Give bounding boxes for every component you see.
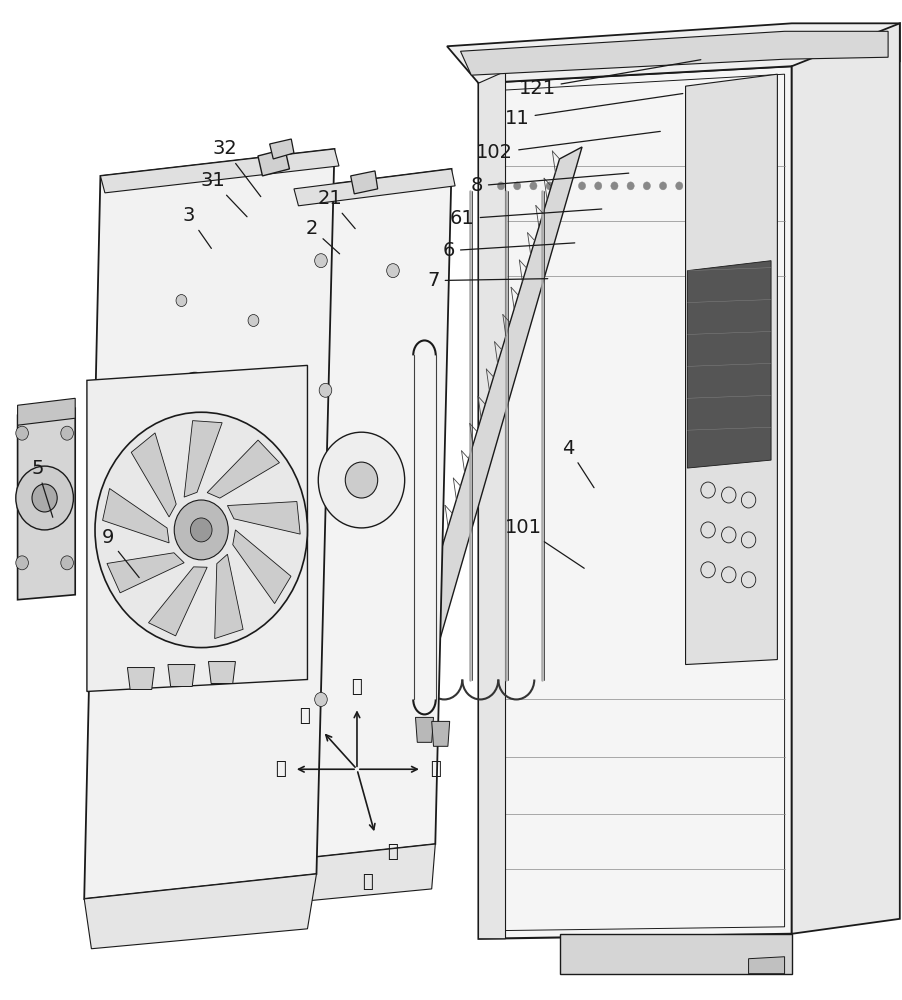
Circle shape	[658, 182, 666, 190]
Text: 左: 左	[275, 760, 286, 778]
Text: 下: 下	[362, 873, 373, 891]
Polygon shape	[748, 957, 784, 974]
Circle shape	[314, 254, 327, 268]
Circle shape	[723, 182, 731, 190]
Text: 21: 21	[318, 189, 354, 229]
Polygon shape	[131, 433, 176, 517]
Polygon shape	[127, 668, 154, 689]
Circle shape	[318, 432, 404, 528]
Polygon shape	[87, 365, 307, 691]
Polygon shape	[184, 421, 222, 497]
Circle shape	[386, 264, 399, 278]
Polygon shape	[350, 171, 377, 194]
Circle shape	[95, 412, 307, 648]
Circle shape	[314, 692, 327, 706]
Circle shape	[497, 182, 504, 190]
Circle shape	[594, 182, 601, 190]
Text: 上: 上	[351, 678, 362, 696]
Circle shape	[675, 182, 682, 190]
Polygon shape	[17, 408, 75, 600]
Polygon shape	[279, 169, 451, 861]
Circle shape	[32, 484, 57, 512]
Circle shape	[190, 518, 212, 542]
Polygon shape	[227, 502, 299, 534]
Polygon shape	[106, 553, 184, 593]
Text: 101: 101	[504, 518, 584, 568]
Polygon shape	[233, 530, 290, 604]
Polygon shape	[791, 23, 898, 934]
Polygon shape	[103, 488, 169, 543]
Text: 8: 8	[470, 173, 628, 195]
Circle shape	[174, 500, 228, 560]
Circle shape	[562, 182, 569, 190]
Circle shape	[176, 295, 187, 307]
Text: 右: 右	[429, 760, 440, 778]
Circle shape	[610, 182, 617, 190]
Polygon shape	[415, 717, 433, 742]
Polygon shape	[685, 74, 777, 665]
Circle shape	[248, 315, 259, 326]
Polygon shape	[207, 440, 279, 498]
Polygon shape	[148, 567, 207, 636]
Text: 3: 3	[182, 206, 211, 248]
Circle shape	[642, 182, 649, 190]
Polygon shape	[84, 874, 316, 949]
Polygon shape	[17, 398, 75, 425]
Text: 32: 32	[212, 139, 261, 197]
Text: 4: 4	[562, 439, 594, 488]
Polygon shape	[168, 665, 195, 686]
Polygon shape	[276, 844, 435, 904]
Polygon shape	[431, 721, 449, 746]
Circle shape	[179, 372, 211, 408]
Circle shape	[345, 462, 377, 498]
Text: 后: 后	[299, 707, 309, 725]
Text: 31: 31	[200, 171, 247, 217]
Polygon shape	[686, 261, 770, 468]
Circle shape	[546, 182, 553, 190]
Text: 9: 9	[101, 528, 139, 578]
Text: 11: 11	[504, 94, 682, 128]
Text: 121: 121	[518, 60, 700, 98]
Text: 2: 2	[306, 219, 339, 254]
Polygon shape	[559, 934, 791, 974]
Polygon shape	[258, 149, 290, 176]
Polygon shape	[294, 169, 455, 206]
Circle shape	[578, 182, 585, 190]
Text: 5: 5	[31, 459, 52, 517]
Text: 61: 61	[449, 209, 601, 228]
Polygon shape	[215, 554, 243, 639]
Circle shape	[691, 182, 698, 190]
Circle shape	[707, 182, 714, 190]
Polygon shape	[478, 71, 505, 939]
Circle shape	[15, 426, 28, 440]
Circle shape	[15, 556, 28, 570]
Polygon shape	[460, 31, 888, 75]
Polygon shape	[446, 23, 898, 83]
Circle shape	[60, 556, 73, 570]
Polygon shape	[270, 139, 294, 159]
Circle shape	[235, 474, 245, 486]
Circle shape	[529, 182, 537, 190]
Circle shape	[15, 466, 73, 530]
Text: 前: 前	[387, 843, 398, 861]
Text: 7: 7	[427, 271, 548, 290]
Circle shape	[513, 182, 520, 190]
Text: 102: 102	[475, 131, 659, 162]
Polygon shape	[100, 149, 338, 193]
Polygon shape	[84, 149, 334, 899]
Polygon shape	[410, 147, 582, 662]
Text: 6: 6	[442, 241, 574, 260]
Circle shape	[626, 182, 633, 190]
Circle shape	[153, 454, 164, 466]
Circle shape	[60, 426, 73, 440]
Polygon shape	[208, 662, 235, 683]
Circle shape	[318, 383, 331, 397]
Circle shape	[740, 182, 747, 190]
Polygon shape	[478, 66, 791, 939]
